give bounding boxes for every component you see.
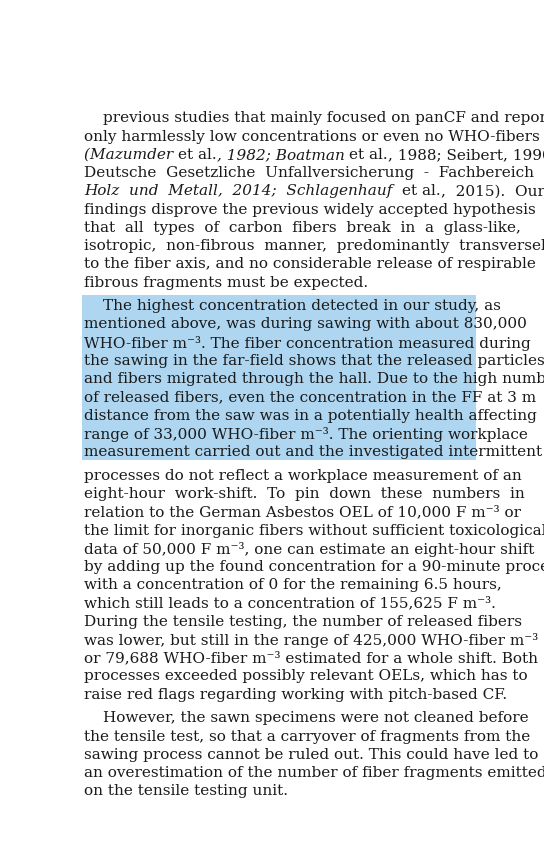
- Text: on the tensile testing unit.: on the tensile testing unit.: [84, 784, 288, 798]
- Text: previous studies that mainly focused on panCF and reported: previous studies that mainly focused on …: [103, 112, 544, 125]
- Text: During the tensile testing, the number of released fibers: During the tensile testing, the number o…: [84, 615, 522, 628]
- Text: eight-hour  work-shift.  To  pin  down  these  numbers  in: eight-hour work-shift. To pin down these…: [84, 487, 525, 501]
- Text: (Mazumder: (Mazumder: [84, 148, 178, 162]
- Text: sawing process cannot be ruled out. This could have led to: sawing process cannot be ruled out. This…: [84, 748, 539, 761]
- Text: However, the sawn specimens were not cleaned before: However, the sawn specimens were not cle…: [103, 711, 529, 725]
- Text: the tensile test, so that a carryover of fragments from the: the tensile test, so that a carryover of…: [84, 729, 530, 744]
- FancyBboxPatch shape: [82, 331, 475, 351]
- Text: et al.: et al.: [349, 148, 388, 162]
- Text: raise red flags regarding working with pitch-based CF.: raise red flags regarding working with p…: [84, 688, 507, 701]
- Text: findings disprove the previous widely accepted hypothesis: findings disprove the previous widely ac…: [84, 202, 536, 217]
- Text: measurement carried out and the investigated intermittent: measurement carried out and the investig…: [84, 446, 542, 459]
- Text: isotropic,  non-fibrous  manner,  predominantly  transversely: isotropic, non-fibrous manner, predomina…: [84, 239, 544, 253]
- Text: or 79,688 WHO-fiber m⁻³ estimated for a whole shift. Both: or 79,688 WHO-fiber m⁻³ estimated for a …: [84, 651, 538, 665]
- Text: mentioned above, was during sawing with about 830,000: mentioned above, was during sawing with …: [84, 318, 527, 331]
- FancyBboxPatch shape: [82, 368, 475, 387]
- Text: with a concentration of 0 for the remaining 6.5 hours,: with a concentration of 0 for the remain…: [84, 579, 502, 592]
- FancyBboxPatch shape: [82, 350, 475, 369]
- Text: of released fibers, even the concentration in the FF at 3 m: of released fibers, even the concentrati…: [84, 390, 536, 404]
- Text: distance from the saw was in a potentially health affecting: distance from the saw was in a potential…: [84, 408, 537, 423]
- Text: to the fiber axis, and no considerable release of respirable: to the fiber axis, and no considerable r…: [84, 257, 536, 271]
- Text: fibrous fragments must be expected.: fibrous fragments must be expected.: [84, 275, 368, 290]
- Text: Holz  und  Metall,  2014;  Schlagenhauf: Holz und Metall, 2014; Schlagenhauf: [84, 185, 402, 198]
- Text: , 1982; Boatman: , 1982; Boatman: [217, 148, 349, 162]
- Text: processes do not reflect a workplace measurement of an: processes do not reflect a workplace mea…: [84, 468, 522, 483]
- Text: an overestimation of the number of fiber fragments emitted: an overestimation of the number of fiber…: [84, 766, 544, 780]
- Text: only harmlessly low concentrations or even no WHO-fibers: only harmlessly low concentrations or ev…: [84, 130, 540, 144]
- FancyBboxPatch shape: [82, 386, 475, 406]
- Text: processes exceeded possibly relevant OELs, which has to: processes exceeded possibly relevant OEL…: [84, 669, 528, 684]
- FancyBboxPatch shape: [82, 423, 475, 442]
- FancyBboxPatch shape: [82, 405, 475, 424]
- Text: et al.: et al.: [402, 185, 441, 198]
- Text: range of 33,000 WHO-fiber m⁻³. The orienting workplace: range of 33,000 WHO-fiber m⁻³. The orien…: [84, 427, 528, 442]
- Text: by adding up the found concentration for a 90-minute process: by adding up the found concentration for…: [84, 560, 544, 574]
- Text: that  all  types  of  carbon  fibers  break  in  a  glass-like,: that all types of carbon fibers break in…: [84, 221, 521, 235]
- Text: , 1988; Seibert, 1990;: , 1988; Seibert, 1990;: [388, 148, 544, 162]
- Text: The highest concentration detected in our study, as: The highest concentration detected in ou…: [103, 299, 501, 313]
- Text: et al.: et al.: [178, 148, 217, 162]
- Text: WHO-fiber m⁻³. The fiber concentration measured during: WHO-fiber m⁻³. The fiber concentration m…: [84, 335, 531, 351]
- Text: and fibers migrated through the hall. Due to the high number: and fibers migrated through the hall. Du…: [84, 372, 544, 386]
- Text: the sawing in the far-field shows that the released particles: the sawing in the far-field shows that t…: [84, 354, 544, 368]
- FancyBboxPatch shape: [82, 295, 475, 314]
- Text: data of 50,000 F m⁻³, one can estimate an eight-hour shift: data of 50,000 F m⁻³, one can estimate a…: [84, 542, 534, 556]
- Text: Deutsche  Gesetzliche  Unfallversicherung  -  Fachbereich: Deutsche Gesetzliche Unfallversicherung …: [84, 166, 534, 180]
- FancyBboxPatch shape: [82, 313, 475, 332]
- FancyBboxPatch shape: [82, 441, 475, 460]
- Text: the limit for inorganic fibers without sufficient toxicological: the limit for inorganic fibers without s…: [84, 523, 544, 538]
- Text: which still leads to a concentration of 155,625 F m⁻³.: which still leads to a concentration of …: [84, 596, 496, 611]
- Text: ,  2015).  Our: , 2015). Our: [441, 185, 544, 198]
- Text: was lower, but still in the range of 425,000 WHO-fiber m⁻³: was lower, but still in the range of 425…: [84, 633, 538, 648]
- Text: relation to the German Asbestos OEL of 10,000 F m⁻³ or: relation to the German Asbestos OEL of 1…: [84, 506, 521, 519]
